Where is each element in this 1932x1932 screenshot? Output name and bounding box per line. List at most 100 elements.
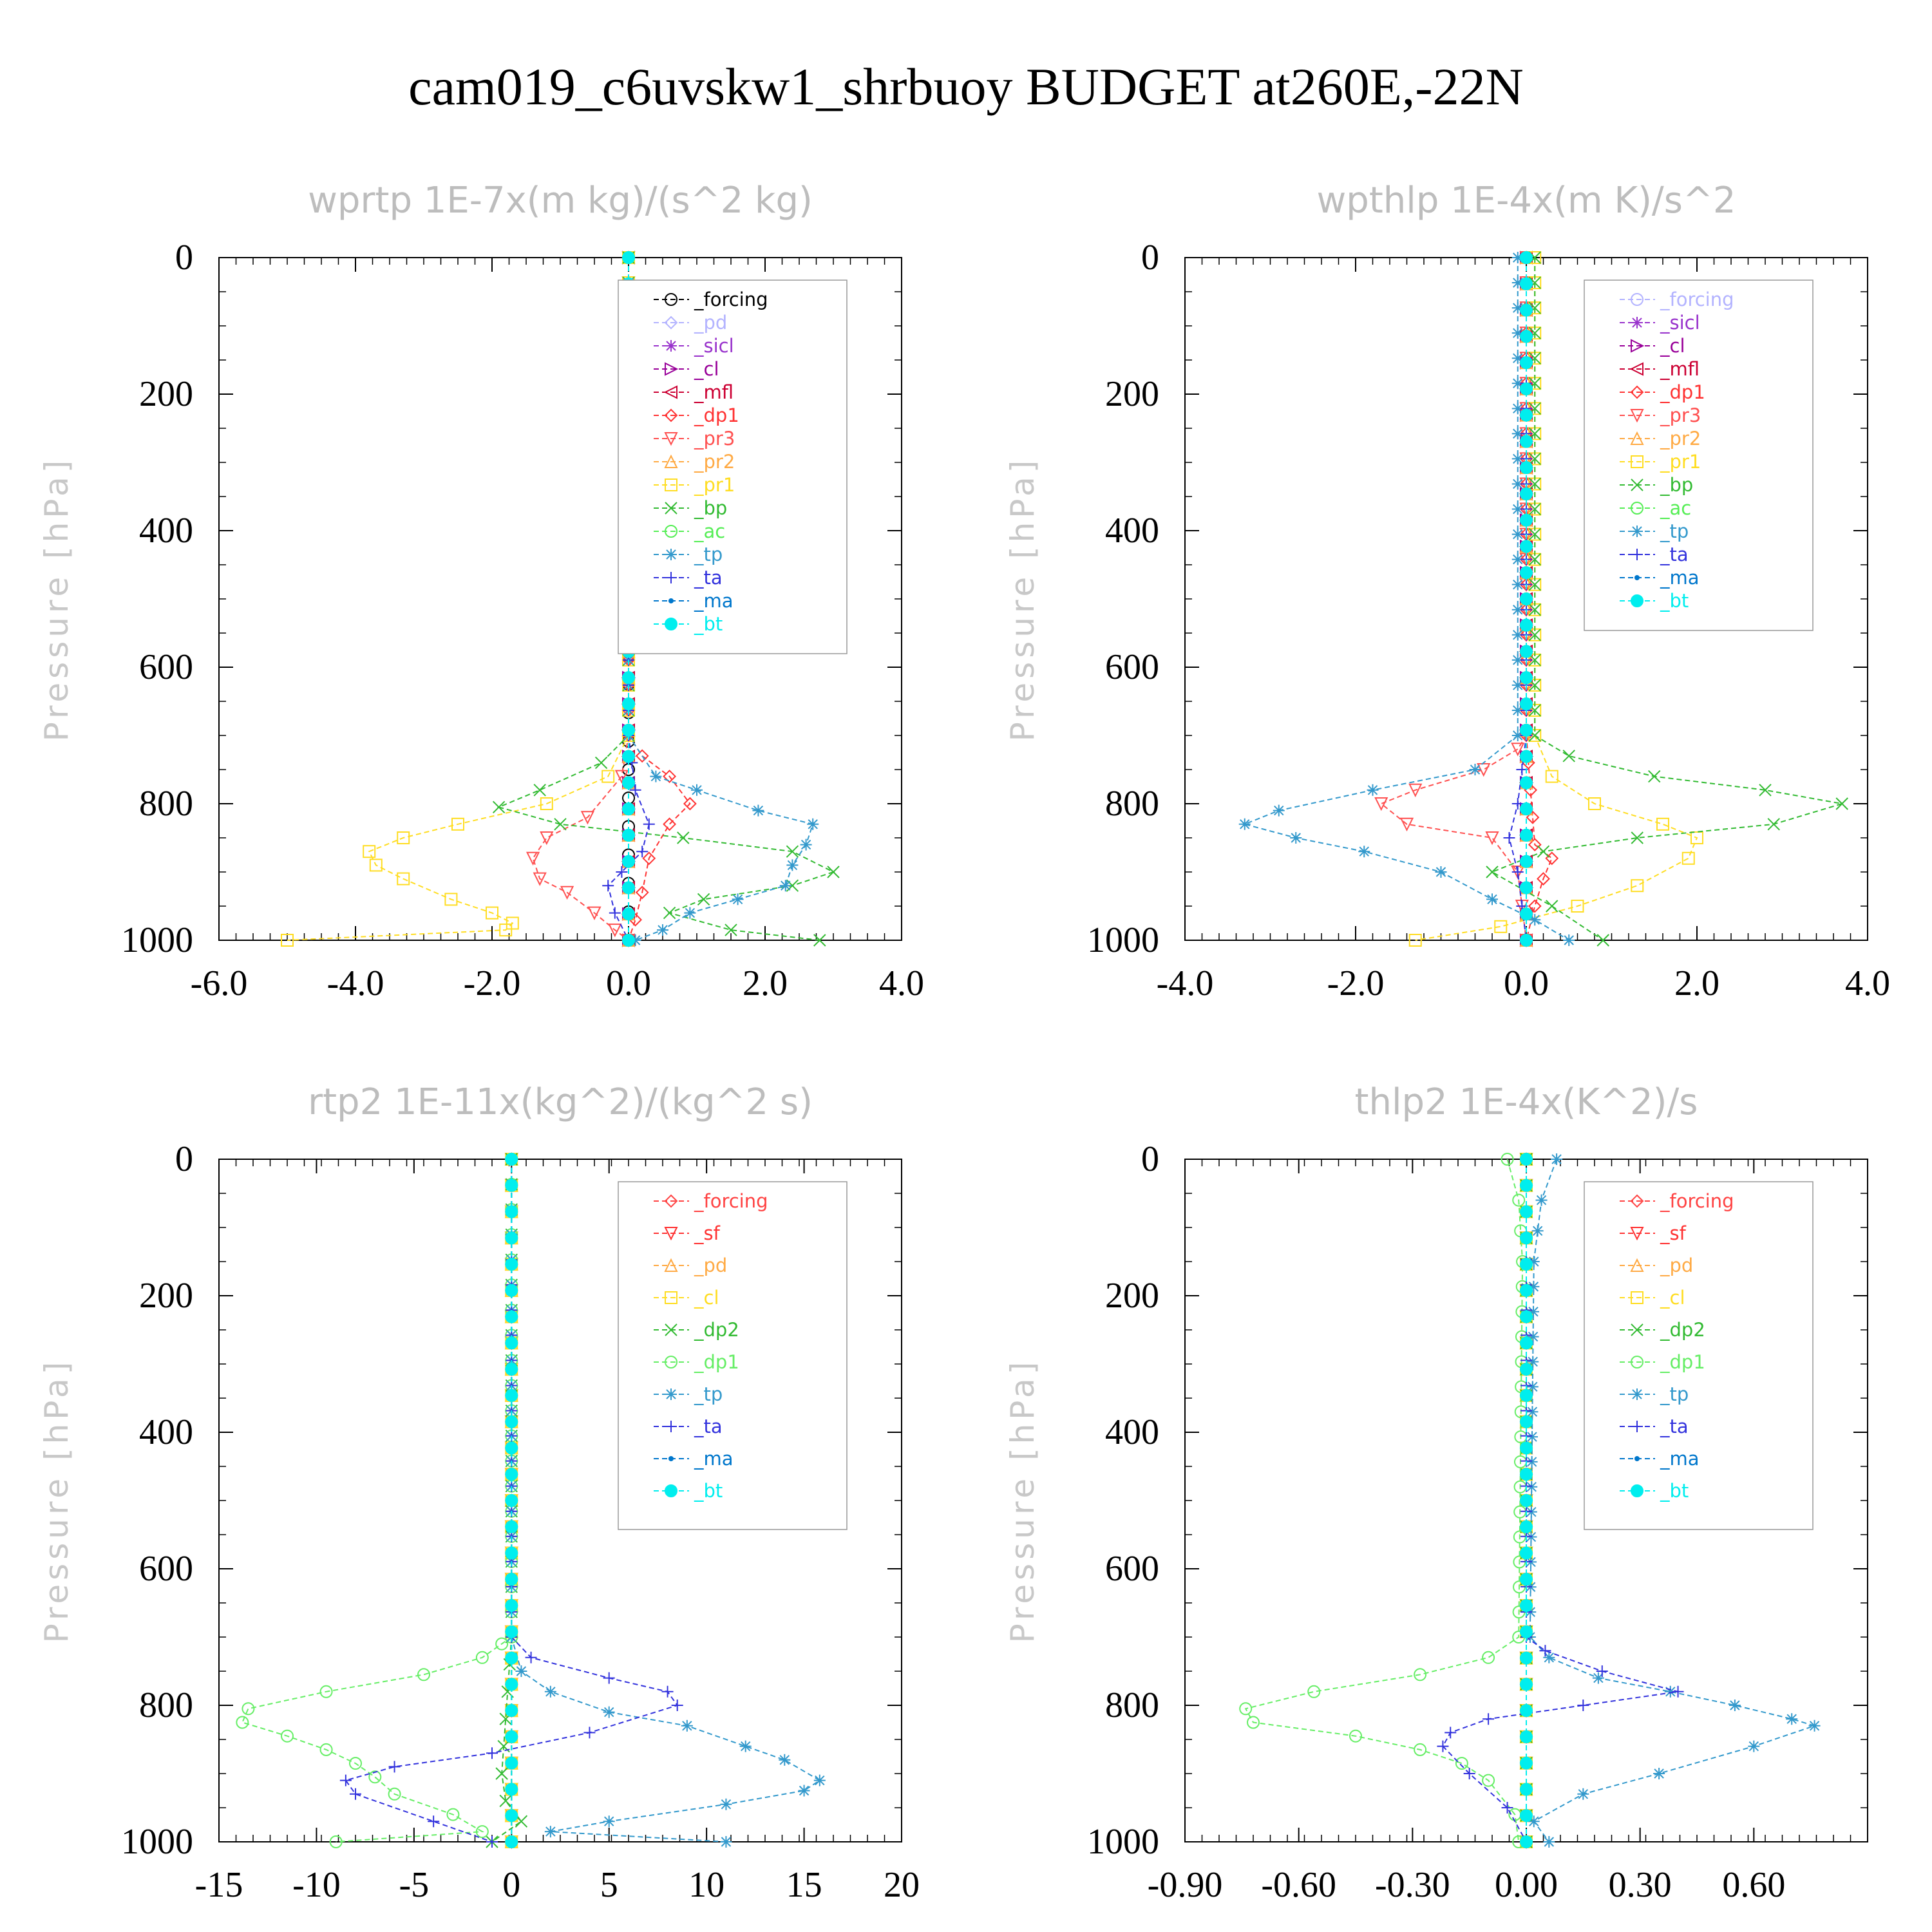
marker-_bt [1520, 1756, 1533, 1770]
marker-_pr1 [1545, 770, 1558, 783]
legend-label: _forcing [1660, 1190, 1734, 1212]
marker-_bt [1520, 934, 1533, 947]
y-axis-label: Pressure [hPa] [38, 1358, 75, 1643]
marker-legend_bt [1631, 1484, 1643, 1497]
marker-_bt [1520, 1704, 1533, 1718]
marker-_tp [1529, 914, 1541, 926]
marker-_tp [1527, 1305, 1539, 1318]
marker-_tp [1273, 804, 1285, 817]
marker-_bt [1520, 776, 1533, 790]
marker-_bt [1520, 303, 1533, 317]
marker-_bt [622, 934, 635, 947]
marker-legend_pr1 [665, 478, 677, 491]
marker-_bt [1520, 408, 1533, 422]
marker-_ta [428, 1815, 440, 1828]
marker-_dp1 [635, 886, 649, 900]
legend-label: _pr1 [1660, 451, 1701, 473]
panel-title: thlp2 1E-4x(K^2)/s [1355, 1081, 1698, 1123]
marker-_tp [1511, 402, 1524, 415]
marker-legend_bp [1631, 478, 1643, 491]
marker-_tp [1551, 1153, 1563, 1165]
marker-_bt [1520, 330, 1533, 343]
marker-_dp1 [329, 1835, 343, 1848]
marker-_bt [1520, 671, 1533, 685]
legend: _forcing _sf _pd _cl _dp2 _dp1 _tp _ta _ma _bt [1584, 1181, 1814, 1530]
marker-_pr1 [1681, 851, 1695, 865]
marker-_bt [505, 1520, 518, 1533]
marker-_ta [388, 1761, 401, 1773]
marker-_bt [1520, 513, 1533, 527]
marker-_dp1 [1349, 1729, 1362, 1743]
legend-label: _ma [694, 1448, 734, 1470]
marker-_dp1 [1512, 1193, 1526, 1207]
marker-_dp1 [1482, 1651, 1495, 1664]
marker-legend_cl [665, 362, 679, 376]
marker-legend_dp2 [665, 1323, 677, 1336]
marker-_tp [684, 907, 696, 919]
marker-legend_dp1 [665, 1356, 677, 1368]
series-line_pr1 [287, 258, 629, 941]
marker-_dp1 [1501, 1153, 1514, 1166]
legend-label: _cl [1660, 335, 1685, 357]
marker-_bp [1631, 831, 1643, 844]
marker-_bp [786, 845, 799, 858]
marker-_bt [622, 907, 635, 921]
legend-label: _ta [694, 567, 723, 589]
marker-_pr1 [397, 831, 410, 844]
marker-legend_sf [1630, 1227, 1644, 1241]
series-line_pr1 [1415, 258, 1698, 941]
marker-_tp [1511, 478, 1524, 490]
marker-_bp [1528, 527, 1541, 541]
legend-label: _bt [1660, 590, 1689, 612]
legend-label: _bt [694, 613, 723, 635]
marker-_bt [1520, 1520, 1533, 1533]
marker-_bp [1528, 477, 1541, 491]
marker-_tp [603, 1815, 615, 1828]
marker-legend_forcing [665, 293, 677, 306]
legend-label: _pr3 [694, 428, 735, 450]
marker-legend_forcing [1630, 1194, 1644, 1208]
marker-_dp1 [1537, 872, 1550, 886]
marker-_bt [505, 1651, 518, 1665]
marker-_bt [1520, 1468, 1533, 1481]
marker-_bt [1520, 251, 1533, 264]
marker-_bp [533, 784, 546, 797]
marker-_pr3 [587, 906, 601, 920]
y-tick-label: 0 [175, 1139, 193, 1179]
marker-_ta [486, 1836, 498, 1848]
marker-_bt [505, 1599, 518, 1613]
x-tick-label: -0.90 [1148, 1865, 1223, 1905]
marker-_bp [1528, 502, 1541, 516]
y-axis-label: Pressure [hPa] [1004, 1358, 1041, 1643]
marker-_dp1 [663, 770, 677, 784]
marker-_ta [643, 818, 655, 830]
marker-legend_bt [665, 618, 677, 630]
marker-legend_ta [665, 572, 677, 583]
marker-_bt [505, 1625, 518, 1638]
legend-label: _sicl [1660, 312, 1700, 334]
marker-legend_ma [1634, 1456, 1640, 1461]
marker-_tp [1238, 818, 1251, 830]
marker-_bt [622, 802, 635, 816]
marker-_bt [1520, 1179, 1533, 1192]
marker-_dp1 [1526, 810, 1540, 824]
marker-_dp1 [242, 1702, 255, 1716]
marker-_bt [1520, 881, 1533, 895]
marker-_tp [1511, 704, 1524, 716]
marker-_bp [697, 893, 710, 906]
x-tick-label: -10 [292, 1865, 341, 1905]
series_bt [505, 1153, 518, 1848]
marker-_tp [1511, 603, 1524, 616]
marker-legend_pr3 [664, 432, 678, 446]
x-tick-label: -0.60 [1261, 1865, 1336, 1905]
marker-_ta [616, 866, 628, 878]
y-tick-label: 600 [139, 647, 193, 687]
marker-_bt [505, 1363, 518, 1376]
legend-label: _tp [694, 1383, 723, 1405]
marker-legend_pr2 [1630, 431, 1644, 445]
marker-_tp [1511, 553, 1524, 565]
marker-_bt [1520, 1678, 1533, 1691]
marker-_bt [1520, 1573, 1533, 1586]
chart-panel-4: thlp2 1E-4x(K^2)/s Pressure [hPa] 0 200 400 6… [1004, 1081, 1868, 1905]
x-tick-label: 20 [884, 1865, 920, 1905]
